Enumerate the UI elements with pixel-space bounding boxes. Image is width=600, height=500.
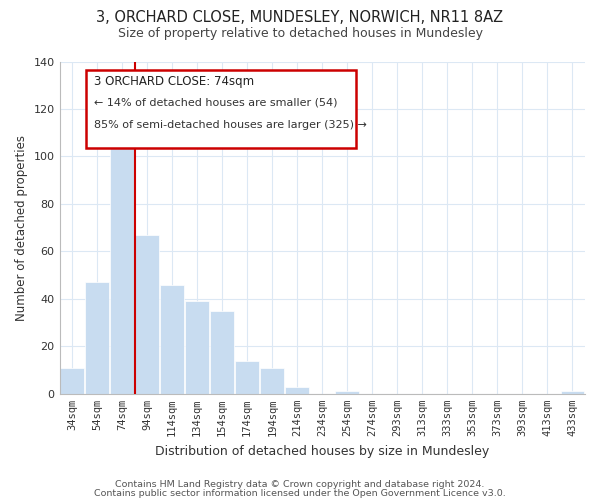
Text: Contains HM Land Registry data © Crown copyright and database right 2024.: Contains HM Land Registry data © Crown c… xyxy=(115,480,485,489)
Text: 85% of semi-detached houses are larger (325) →: 85% of semi-detached houses are larger (… xyxy=(94,120,367,130)
Text: Contains public sector information licensed under the Open Government Licence v3: Contains public sector information licen… xyxy=(94,488,506,498)
Bar xyxy=(286,386,309,394)
Bar xyxy=(335,392,359,394)
Bar xyxy=(85,282,109,394)
Text: ← 14% of detached houses are smaller (54): ← 14% of detached houses are smaller (54… xyxy=(94,98,337,108)
Bar xyxy=(185,301,209,394)
Text: 3, ORCHARD CLOSE, MUNDESLEY, NORWICH, NR11 8AZ: 3, ORCHARD CLOSE, MUNDESLEY, NORWICH, NR… xyxy=(97,10,503,25)
X-axis label: Distribution of detached houses by size in Mundesley: Distribution of detached houses by size … xyxy=(155,444,490,458)
Bar xyxy=(210,310,234,394)
FancyBboxPatch shape xyxy=(86,70,356,148)
Bar xyxy=(60,368,84,394)
Text: Size of property relative to detached houses in Mundesley: Size of property relative to detached ho… xyxy=(118,28,482,40)
Text: 3 ORCHARD CLOSE: 74sqm: 3 ORCHARD CLOSE: 74sqm xyxy=(94,75,254,88)
Bar xyxy=(160,284,184,394)
Bar xyxy=(560,392,584,394)
Bar xyxy=(235,360,259,394)
Y-axis label: Number of detached properties: Number of detached properties xyxy=(15,134,28,320)
Bar xyxy=(110,138,134,394)
Bar xyxy=(260,368,284,394)
Bar xyxy=(135,235,159,394)
